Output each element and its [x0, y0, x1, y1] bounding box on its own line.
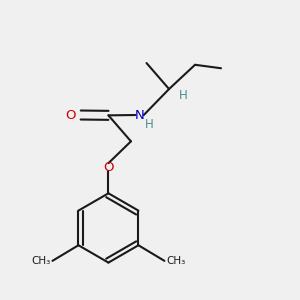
- Text: H: H: [145, 118, 154, 131]
- Text: O: O: [103, 161, 114, 174]
- Text: CH₃: CH₃: [166, 256, 185, 266]
- Text: N: N: [135, 109, 145, 122]
- Text: H: H: [179, 89, 188, 103]
- Text: CH₃: CH₃: [32, 256, 51, 266]
- Text: O: O: [66, 109, 76, 122]
